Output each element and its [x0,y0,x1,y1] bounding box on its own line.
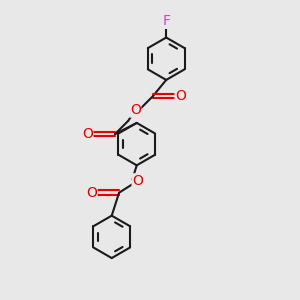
Text: O: O [175,89,186,103]
Text: O: O [86,186,97,200]
Text: O: O [130,103,141,117]
Text: O: O [132,174,143,188]
Text: O: O [82,127,93,141]
Text: F: F [162,14,170,28]
